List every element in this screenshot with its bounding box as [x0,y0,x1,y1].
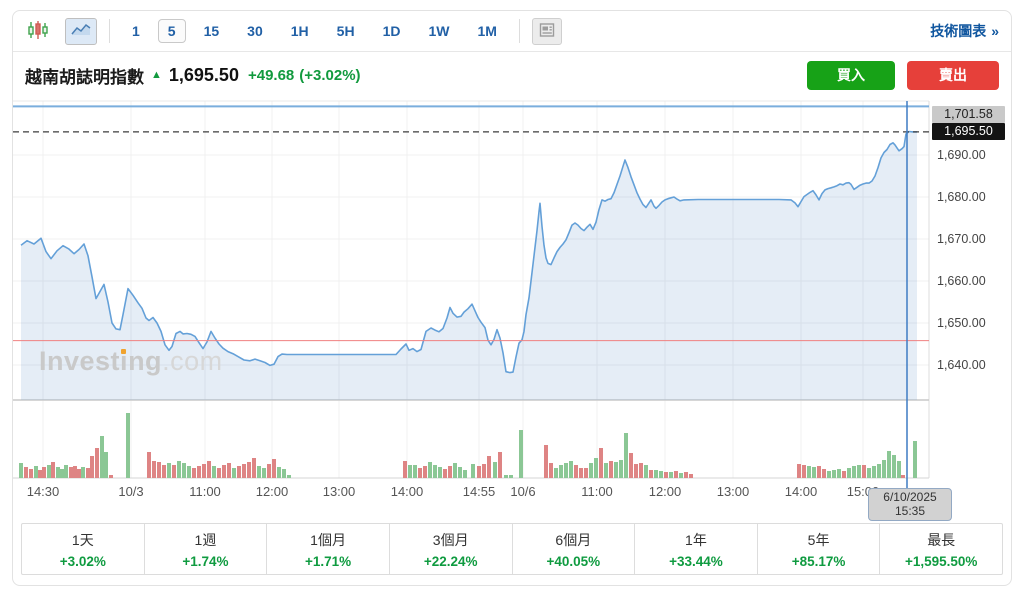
x-axis-tick-label: 13:00 [322,484,356,499]
performance-period-value: +3.02% [59,553,106,569]
performance-period-value: +1.74% [182,553,229,569]
x-axis-tick-label: 12:00 [648,484,682,499]
current-price-label: 1,695.50 [932,123,1005,140]
interval-button-1[interactable]: 1 [122,19,150,43]
toolbar-divider [109,19,110,43]
performance-period-value: +1,595.50% [904,553,978,569]
performance-cell-0: 1天 +3.02% [22,524,145,574]
chart-area: Investı ng.com 1,701.58 1,695.50 1,690.00… [13,97,1013,523]
crosshair-date-tooltip: 6/10/2025 15:35 [868,488,952,521]
performance-period-label: 6個月 [555,531,592,548]
interval-group: 1 5 15 30 1H 5H 1D 1W 1M [122,19,507,43]
last-price: 1,695.50 [168,64,239,85]
up-arrow-icon: ▲ [151,69,162,81]
performance-period-value: +85.17% [791,553,846,569]
performance-period-label: 5年 [807,531,830,548]
interval-button-1D[interactable]: 1D [373,19,411,43]
investing-watermark: Investı ng.com [39,346,223,376]
performance-period-label: 1年 [685,531,707,548]
y-axis-tick-label: 1,650.00 [937,316,986,330]
x-axis-tick-label: 14:30 [26,484,60,499]
performance-cell-2: 1個月 +1.71% [267,524,390,574]
interval-button-5H[interactable]: 5H [327,19,365,43]
interval-button-30[interactable]: 30 [237,19,273,43]
area-chart-button[interactable] [65,17,97,45]
interval-button-1H[interactable]: 1H [281,19,319,43]
candlestick-chart-button[interactable] [25,17,51,46]
y-axis-tick-label: 1,680.00 [937,190,986,204]
area-chart-icon [70,22,92,40]
x-axis-tick-label: 10/6 [510,484,536,499]
chart-toolbar: 1 5 15 30 1H 5H 1D 1W 1M 技術圖表 » [13,11,1011,52]
interval-button-5[interactable]: 5 [157,19,186,43]
performance-period-value: +1.71% [304,553,352,569]
performance-cell-3: 3個月 +22.24% [390,524,513,574]
interval-button-1W[interactable]: 1W [418,19,459,43]
technical-chart-link[interactable]: 技術圖表 » [930,21,999,41]
performance-period-label: 1週 [194,531,217,548]
buy-button[interactable]: 買入 [807,60,895,90]
x-axis-tick-label: 10/3 [118,484,144,499]
interval-button-15[interactable]: 15 [194,19,230,43]
performance-period-label: 最長 [927,531,956,548]
tooltip-date: 6/10/2025 [883,490,937,504]
performance-period-label: 1天 [71,531,94,548]
x-axis-tick-label: 11:00 [581,484,613,499]
performance-cell-1: 1週 +1.74% [145,524,268,574]
price-change: +49.68 [247,66,295,84]
y-axis-tick-label: 1,670.00 [937,232,986,246]
interval-button-1M[interactable]: 1M [467,19,506,43]
quote-chart-widget: 1 5 15 30 1H 5H 1D 1W 1M 技術圖表 » 越南胡誌明指數 ▲ 1,695.… [12,10,1012,586]
x-axis-tick-label: 11:00 [189,484,221,499]
watermark-orange-dot [121,349,127,354]
performance-cell-6: 5年 +85.17% [758,524,881,574]
performance-period-label: 1個月 [310,531,346,548]
toolbar-divider [518,19,520,43]
performance-cell-5: 1年 +33.44% [635,524,758,574]
price-change-percent: (+3.02%) [299,66,361,84]
news-layout-icon [538,21,556,42]
x-axis-tick-label: 14:55 [462,484,496,499]
x-axis-tick-label: 14:00 [390,484,424,499]
performance-period-value: +33.44% [669,553,723,569]
chevron-double-right-icon: » [991,23,999,39]
instrument-title: 越南胡誌明指數 [25,67,144,87]
x-axis-tick-label: 14:00 [784,484,818,499]
performance-cell-4: 6個月 +40.05% [513,524,636,574]
y-axis-tick-label: 1,640.00 [937,358,986,372]
y-axis-tick-label: 1,690.00 [937,148,986,162]
performance-row: 1天 +3.02% 1週 +1.74% 1個月 +1.71% 3個月 +22.24% 6個月 +4… [21,523,1003,575]
performance-period-value: +22.24% [423,553,478,569]
x-axis-tick-label: 13:00 [716,484,750,499]
tooltip-time: 15:35 [894,504,926,518]
technical-chart-link-label: 技術圖表 [930,23,987,39]
price-volume-chart[interactable] [13,97,1013,501]
candlestick-icon [27,19,49,44]
session-high-price-label: 1,701.58 [932,106,1005,123]
performance-cell-7: 最長 +1,595.50% [880,524,1002,574]
news-view-button[interactable] [531,17,562,45]
y-axis-tick-label: 1,660.00 [937,274,986,288]
performance-period-label: 3個月 [432,531,469,548]
sell-button[interactable]: 賣出 [907,60,999,90]
quote-header: 越南胡誌明指數 ▲ 1,695.50 +49.68 (+3.02%) 買入 賣出 [13,53,1011,97]
performance-period-value: +40.05% [546,553,601,569]
x-axis-tick-label: 12:00 [255,484,289,499]
